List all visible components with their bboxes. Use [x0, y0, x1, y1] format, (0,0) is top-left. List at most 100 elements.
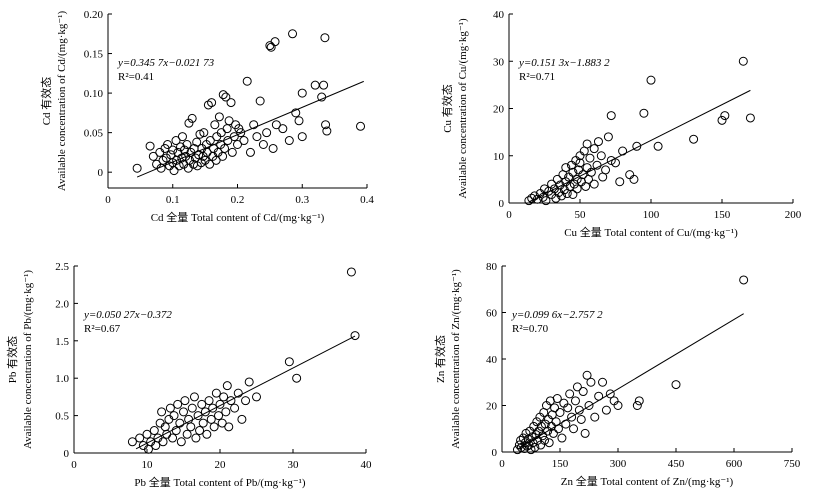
data-point — [552, 174, 562, 184]
data-point — [568, 189, 578, 199]
data-point — [237, 414, 247, 424]
data-point — [589, 144, 599, 154]
x-tick-label: 300 — [610, 458, 627, 470]
data-point — [632, 141, 642, 151]
y-tick-label: 0 — [98, 167, 104, 179]
x-tick-label: 0 — [71, 459, 77, 471]
data-point — [165, 403, 175, 413]
data-point — [561, 163, 571, 173]
data-point — [233, 388, 243, 398]
data-point — [346, 267, 356, 277]
data-point — [182, 140, 192, 149]
data-point — [211, 388, 221, 398]
data-point — [218, 90, 228, 100]
data-point — [284, 136, 294, 146]
regression-equation: y=0.151 3x−1.883 2 — [518, 57, 610, 69]
data-point — [634, 396, 644, 406]
data-point — [532, 417, 542, 427]
y-tick-label: 0 — [492, 447, 498, 459]
data-point — [527, 193, 537, 203]
data-point — [195, 426, 205, 436]
y-axis-label-en: Available concentration of Pb/(mg·kg⁻¹) — [22, 270, 34, 449]
y-axis-label-cn: Cd 有效态 — [39, 77, 53, 126]
data-point — [252, 392, 261, 402]
data-point — [551, 193, 561, 203]
data-point — [268, 143, 278, 153]
x-tick-label: 0 — [105, 194, 111, 206]
y-tick-label: 0 — [499, 198, 505, 210]
data-point — [219, 392, 229, 402]
data-point — [142, 429, 152, 439]
data-point — [195, 129, 205, 139]
data-point — [244, 377, 254, 387]
y-tick-label: 80 — [486, 261, 498, 273]
data-point — [567, 412, 577, 422]
data-point — [544, 438, 554, 448]
data-point — [574, 405, 584, 415]
data-point — [199, 128, 209, 138]
regression-equation: y=0.099 6x−2.757 2 — [511, 309, 603, 321]
data-point — [258, 140, 268, 149]
data-point — [252, 132, 262, 142]
data-point — [538, 431, 548, 441]
x-tick-label: 0.4 — [360, 194, 374, 206]
data-point — [584, 401, 594, 410]
chart-cd: 0 0.1 0.2 0.3 0.4 0 0.05 0.10 0.15 0.20 Cd 全量 Tota… — [39, 9, 374, 224]
r-squared: R²=0.67 — [84, 323, 121, 335]
data-point — [319, 80, 329, 90]
data-point — [547, 179, 557, 189]
data-point — [569, 424, 579, 434]
data-point — [262, 128, 272, 138]
data-point — [717, 115, 727, 125]
x-tick-label: 20 — [215, 459, 227, 471]
y-tick-label: 60 — [486, 308, 498, 320]
data-point — [582, 163, 592, 173]
data-point — [538, 192, 548, 202]
y-axis-label-cn: Zn 有效态 — [433, 335, 447, 383]
data-point — [127, 437, 137, 447]
data-point — [288, 29, 298, 39]
data-point — [205, 159, 215, 169]
data-point — [291, 108, 301, 118]
data-point — [582, 370, 592, 380]
x-tick-label: 50 — [575, 209, 587, 221]
data-point — [596, 151, 606, 161]
data-point — [135, 433, 145, 443]
data-point — [187, 403, 197, 413]
data-point — [205, 136, 215, 146]
data-point — [524, 196, 534, 206]
data-point — [221, 407, 231, 417]
data-point — [210, 120, 220, 130]
data-point — [322, 126, 332, 136]
data-point — [572, 184, 582, 194]
data-point — [204, 396, 214, 406]
data-point — [720, 111, 730, 121]
data-point — [592, 160, 602, 170]
data-point — [589, 179, 599, 189]
data-point — [221, 92, 231, 102]
y-axis-label-cn: Pb 有效态 — [5, 336, 19, 383]
data-point — [193, 411, 203, 421]
data-point — [189, 392, 199, 402]
data-point — [214, 411, 224, 421]
data-point — [171, 426, 181, 436]
data-point — [158, 155, 168, 165]
x-tick-label: 600 — [726, 458, 743, 470]
data-point — [582, 139, 592, 149]
data-point — [605, 389, 615, 399]
data-point — [223, 136, 233, 146]
data-point — [197, 399, 207, 409]
data-point — [565, 389, 575, 399]
data-point — [186, 422, 196, 432]
data-point — [175, 418, 185, 428]
data-point — [184, 118, 194, 128]
data-point — [203, 100, 213, 110]
x-tick-label: 100 — [643, 209, 660, 221]
data-point — [653, 141, 663, 151]
data-point — [613, 401, 623, 410]
data-point — [646, 75, 656, 85]
fit-line — [135, 335, 356, 450]
data-point — [586, 167, 596, 177]
data-point — [532, 194, 542, 204]
